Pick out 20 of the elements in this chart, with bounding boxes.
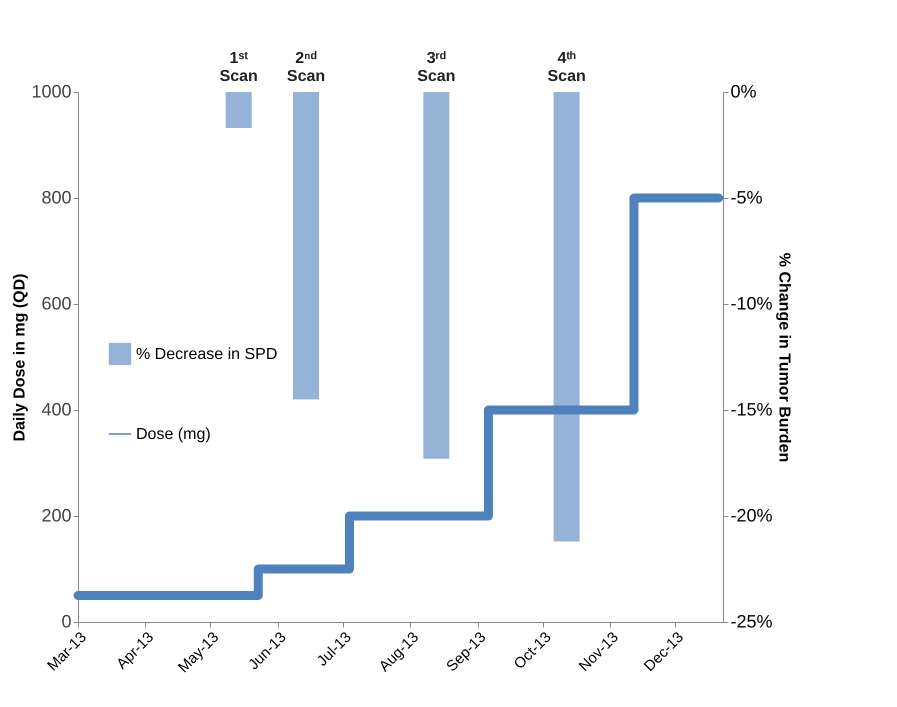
annotation: 4ᵗʰ Scan	[548, 50, 586, 85]
y-tick-label: 800	[41, 188, 72, 208]
annotation: 1ˢᵗ Scan	[220, 50, 258, 85]
y-axis-title: Daily Dose in mg (QD)	[11, 273, 28, 442]
y2-tick-label: -20%	[730, 506, 773, 526]
y2-tick-label: -10%	[730, 294, 773, 314]
y2-axis-title: % Change in Tumor Burden	[776, 252, 793, 462]
annotation: 2ⁿᵈ Scan	[286, 50, 326, 85]
y-tick-label: 400	[41, 400, 72, 420]
legend-label: Dose (mg)	[136, 426, 211, 443]
y2-tick-label: 0%	[730, 82, 757, 102]
y-tick-label: 600	[41, 294, 72, 314]
y2-tick-label: -15%	[730, 400, 773, 420]
y-tick-label: 0	[61, 612, 72, 632]
y2-tick-label: -25%	[730, 612, 773, 632]
y2-tick-label: -5%	[730, 188, 763, 208]
annotation: 3ʳᵈ Scan	[417, 50, 456, 85]
y-tick-label: 200	[41, 506, 72, 526]
y-tick-label: 1000	[31, 82, 72, 102]
legend-label: % Decrease in SPD	[136, 346, 278, 363]
